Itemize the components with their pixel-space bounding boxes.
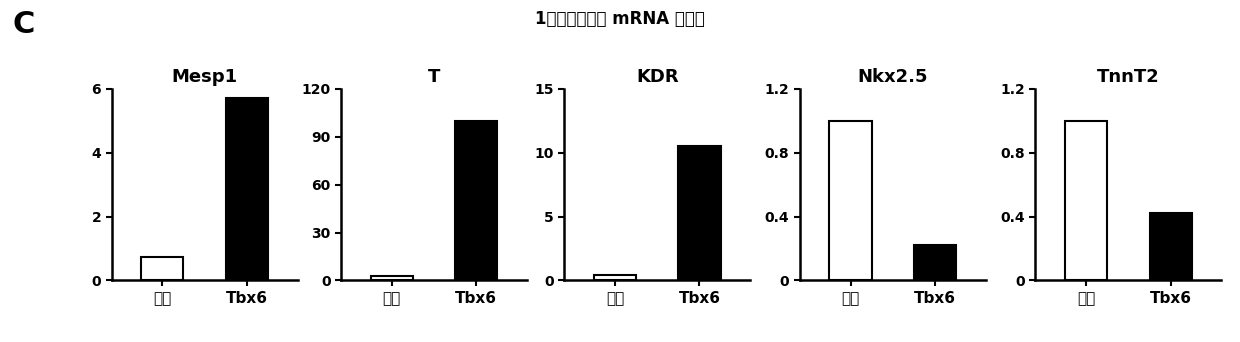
Bar xyxy=(455,121,497,280)
Bar xyxy=(141,256,184,280)
Text: 1个月时的相对 mRNA 表达量: 1个月时的相对 mRNA 表达量 xyxy=(536,10,704,28)
Bar xyxy=(678,146,720,280)
Bar xyxy=(226,98,268,280)
Bar xyxy=(914,245,956,280)
Bar xyxy=(1149,213,1192,280)
Bar xyxy=(594,275,636,280)
Title: Mesp1: Mesp1 xyxy=(171,68,238,86)
Bar xyxy=(371,276,413,280)
Bar xyxy=(1065,121,1107,280)
Title: KDR: KDR xyxy=(636,68,678,86)
Title: TnnT2: TnnT2 xyxy=(1097,68,1159,86)
Title: T: T xyxy=(428,68,440,86)
Title: Nkx2.5: Nkx2.5 xyxy=(858,68,928,86)
Bar xyxy=(830,121,872,280)
Text: C: C xyxy=(12,10,35,39)
